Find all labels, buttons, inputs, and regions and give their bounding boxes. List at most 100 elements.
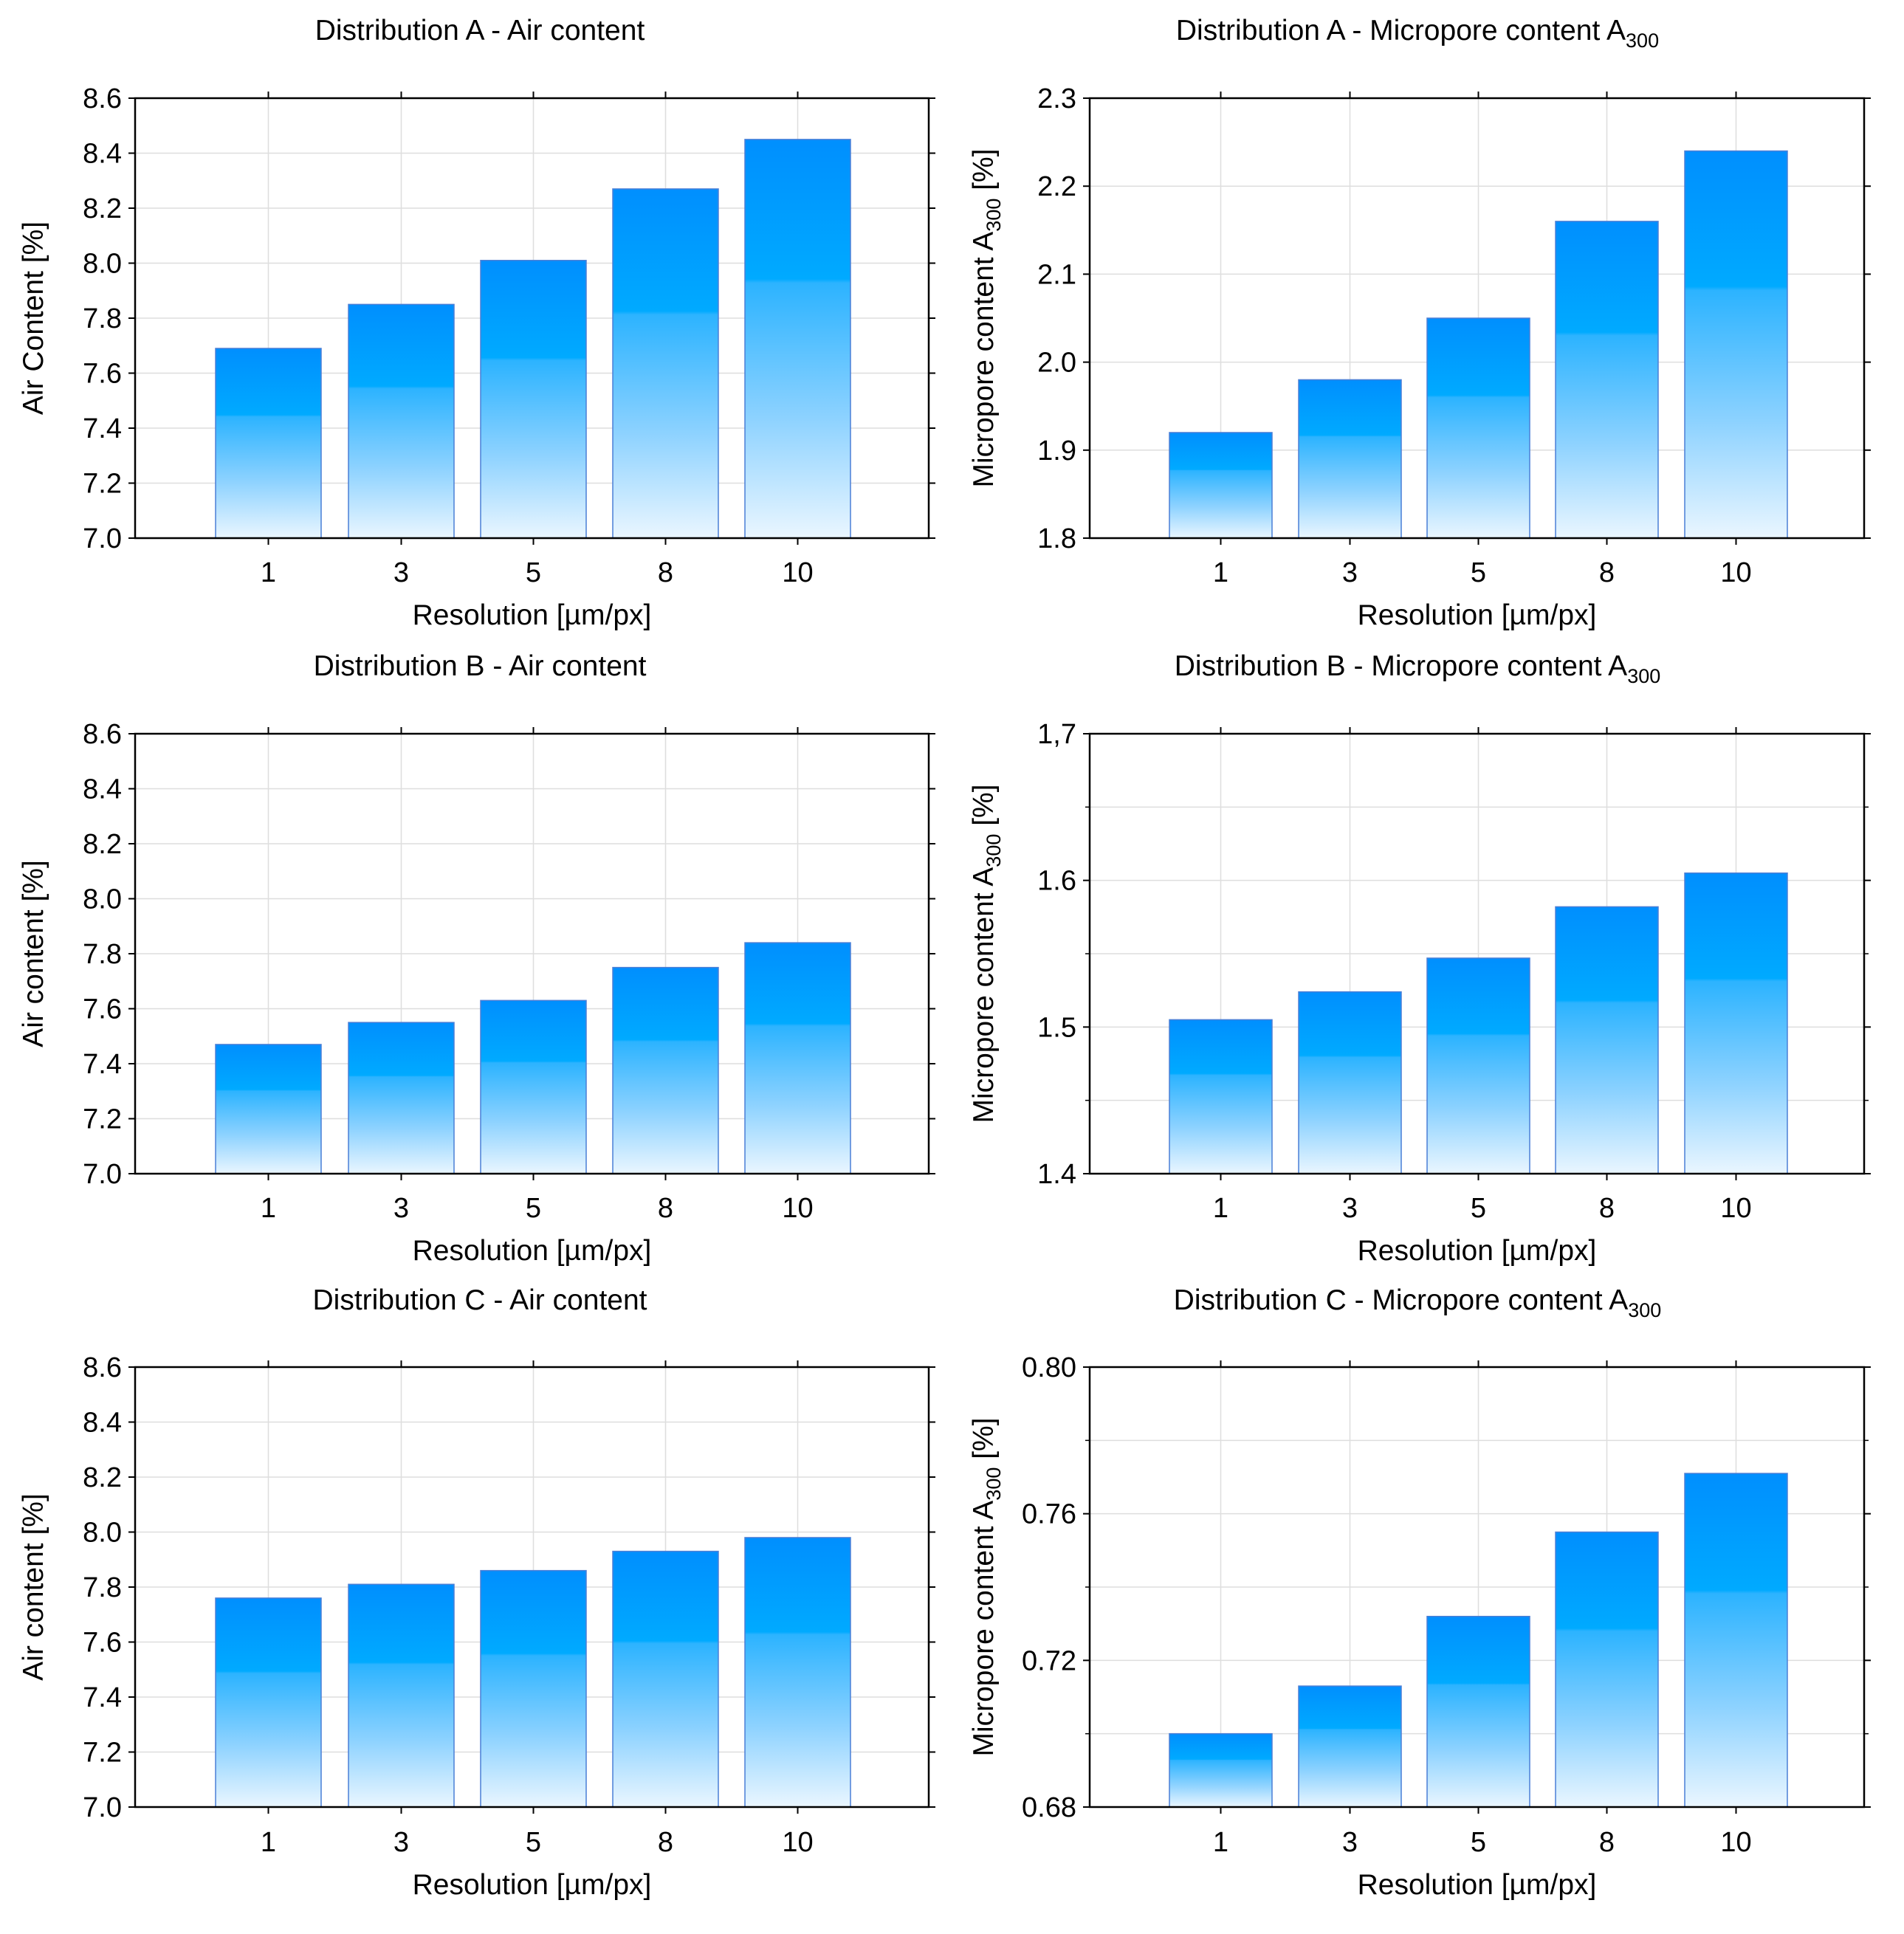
bar-5 — [480, 1569, 587, 1808]
x-tick-label: 8 — [1599, 557, 1615, 588]
bar-3 — [348, 1583, 455, 1808]
x-tick-label: 5 — [1471, 1193, 1486, 1224]
x-tick-label: 3 — [393, 557, 409, 588]
x-axis-label: Resolution [µm/px] — [413, 1869, 652, 1901]
bar-5 — [1426, 1615, 1530, 1808]
x-tick-label: 8 — [1599, 1827, 1615, 1858]
y-tick-label: 8.6 — [83, 1352, 122, 1383]
bar-3 — [348, 1022, 455, 1174]
x-axis-label: Resolution [µm/px] — [413, 1235, 652, 1267]
bar-8 — [612, 966, 719, 1174]
x-tick-label: 5 — [526, 1827, 541, 1858]
bar-8 — [612, 1550, 719, 1808]
bar-10 — [744, 139, 851, 539]
y-axis-label: Air content [%] — [18, 860, 49, 1047]
chart-title: Distribution B - Micropore content A300 — [1175, 650, 1661, 687]
x-tick-label: 8 — [658, 557, 673, 588]
y-axis-label: Micropore content A300 [%] — [968, 1417, 1005, 1756]
y-tick-label: 7.8 — [83, 1572, 122, 1603]
chart-title: Distribution B - Air content — [314, 650, 647, 682]
x-tick-label: 3 — [1342, 557, 1358, 588]
y-tick-label: 8.4 — [83, 1408, 122, 1439]
y-tick-label: 7.0 — [83, 1159, 122, 1190]
y-tick-label: 8.6 — [83, 719, 122, 750]
y-axis-label: Micropore content A300 [%] — [968, 784, 1005, 1123]
x-tick-label: 1 — [1213, 557, 1228, 588]
x-tick-label: 3 — [393, 1827, 409, 1858]
bar-8 — [612, 188, 719, 539]
x-tick-label: 5 — [526, 1193, 541, 1224]
x-tick-label: 5 — [1471, 1827, 1486, 1858]
x-tick-label: 5 — [1471, 557, 1486, 588]
y-tick-label: 1.4 — [1037, 1159, 1076, 1190]
y-tick-label: 7.8 — [83, 939, 122, 970]
bar-5 — [480, 260, 587, 539]
y-tick-label: 8.2 — [83, 193, 122, 224]
x-tick-label: 3 — [1342, 1193, 1358, 1224]
bar-3 — [1298, 379, 1402, 539]
y-axis-label: Air Content [%] — [18, 221, 49, 415]
x-tick-label: 1 — [261, 1827, 276, 1858]
x-tick-label: 8 — [1599, 1193, 1615, 1224]
y-tick-label: 7.4 — [83, 1682, 122, 1713]
bar-3 — [348, 303, 455, 539]
bar-8 — [1555, 906, 1659, 1174]
y-tick-label: 7.2 — [83, 1738, 122, 1769]
bar-1 — [215, 348, 322, 539]
y-tick-label: 7.0 — [83, 1792, 122, 1823]
y-tick-label: 8.4 — [83, 139, 122, 170]
bar-1 — [1169, 432, 1273, 539]
bar-10 — [744, 942, 851, 1174]
chart-panel: 7.0 7.2 7.4 7.6 7.8 8.0 8.2 8.4 8.6 1 3 5 8 10 Resolut… — [18, 650, 935, 1267]
chart-title: Distribution C - Micropore content A300 — [1174, 1284, 1662, 1321]
y-tick-label: 0.72 — [1022, 1645, 1076, 1676]
chart-panel: 7.0 7.2 7.4 7.6 7.8 8.0 8.2 8.4 8.6 1 3 5 8 10 Resolut… — [18, 15, 935, 631]
x-tick-label: 10 — [782, 1827, 813, 1858]
x-tick-label: 3 — [393, 1193, 409, 1224]
y-axis-label: Micropore content A300 [%] — [968, 148, 1005, 487]
y-tick-label: 1.6 — [1037, 866, 1076, 897]
bar-10 — [1684, 150, 1788, 539]
chart-panel: 0.68 0.72 0.76 0.80 1 3 5 8 10 Resolution [µm/px]… — [968, 1284, 1871, 1901]
x-tick-label: 10 — [1720, 1193, 1751, 1224]
x-axis-label: Resolution [µm/px] — [1358, 1235, 1597, 1267]
x-tick-label: 10 — [1720, 1827, 1751, 1858]
bar-3 — [1298, 991, 1402, 1174]
y-tick-label: 7.4 — [83, 413, 122, 444]
y-tick-label: 2.0 — [1037, 348, 1076, 379]
x-tick-label: 5 — [526, 557, 541, 588]
y-tick-label: 2.1 — [1037, 259, 1076, 290]
x-tick-label: 1 — [261, 557, 276, 588]
y-tick-label: 8.2 — [83, 829, 122, 860]
y-tick-label: 1.5 — [1037, 1012, 1076, 1043]
chart-title: Distribution A - Air content — [315, 15, 645, 47]
y-tick-label: 8.6 — [83, 83, 122, 114]
y-tick-label: 2.3 — [1037, 83, 1076, 114]
y-tick-label: 0.80 — [1022, 1352, 1076, 1383]
chart-panel: 1.4 1.5 1.6 1,7 1 3 5 8 10 Resolution [µm/px] Dist… — [968, 650, 1871, 1267]
plot-frame — [1088, 97, 1866, 540]
y-tick-label: 8.2 — [83, 1462, 122, 1493]
y-tick-label: 0.76 — [1022, 1499, 1076, 1530]
bar-1 — [1169, 1732, 1273, 1808]
bar-8 — [1555, 1531, 1659, 1808]
x-tick-label: 1 — [261, 1193, 276, 1224]
y-tick-label: 0.68 — [1022, 1792, 1076, 1823]
bar-10 — [1684, 872, 1788, 1174]
y-tick-label: 2.2 — [1037, 171, 1076, 202]
x-tick-label: 10 — [782, 557, 813, 588]
y-tick-label: 7.4 — [83, 1049, 122, 1080]
y-tick-label: 8.0 — [83, 249, 122, 280]
x-tick-label: 8 — [658, 1193, 673, 1224]
y-tick-label: 7.8 — [83, 303, 122, 334]
x-tick-label: 3 — [1342, 1827, 1358, 1858]
bar-1 — [215, 1597, 322, 1808]
y-tick-label: 1.9 — [1037, 436, 1076, 467]
x-tick-label: 1 — [1213, 1827, 1228, 1858]
x-tick-label: 10 — [782, 1193, 813, 1224]
bar-5 — [1426, 317, 1530, 539]
bar-3 — [1298, 1685, 1402, 1808]
x-axis-label: Resolution [µm/px] — [413, 599, 652, 631]
y-tick-label: 7.6 — [83, 994, 122, 1025]
